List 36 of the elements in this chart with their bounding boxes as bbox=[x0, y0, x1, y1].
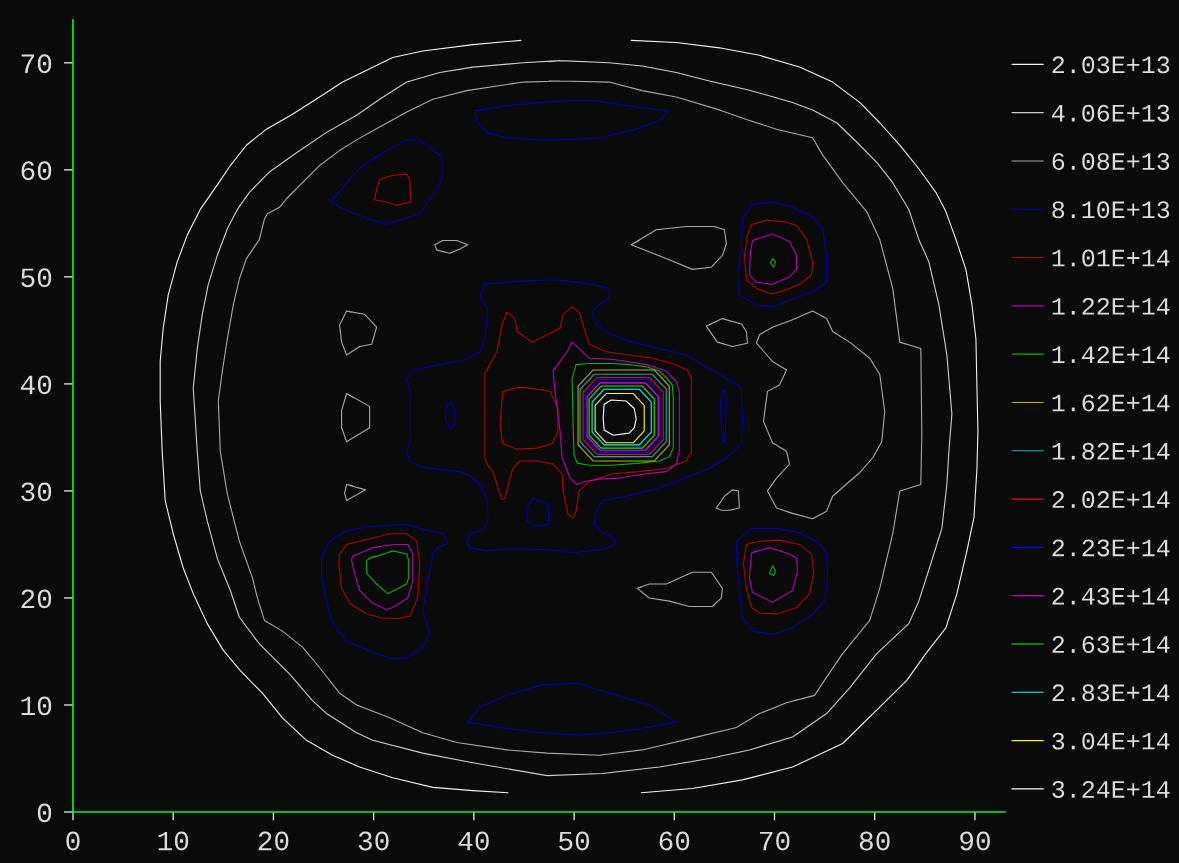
legend-label: 3.04E+14 bbox=[1052, 732, 1170, 750]
x-tick-label: 90 bbox=[960, 831, 990, 851]
legend-label: 1.62E+14 bbox=[1052, 394, 1170, 412]
x-tick-label: 70 bbox=[759, 831, 790, 851]
x-tick-label: 10 bbox=[158, 831, 189, 851]
x-tick-label: 50 bbox=[559, 831, 590, 851]
y-tick-label: 40 bbox=[20, 375, 52, 395]
legend-label: 8.10E+13 bbox=[1052, 201, 1170, 219]
x-tick-label: 80 bbox=[859, 831, 890, 851]
legend-label: 1.22E+14 bbox=[1052, 297, 1170, 315]
y-tick-label: 10 bbox=[21, 696, 52, 716]
legend-label: 4.06E+13 bbox=[1052, 104, 1170, 122]
x-tick-label: 60 bbox=[659, 831, 690, 851]
legend-label: 2.02E+14 bbox=[1052, 491, 1170, 509]
line-series bbox=[594, 392, 645, 444]
legend-label: 2.63E+14 bbox=[1052, 636, 1170, 653]
y-tick-label: 50 bbox=[21, 268, 52, 288]
x-tick-label: 40 bbox=[458, 831, 489, 851]
legend-label: 3.24E+14 bbox=[1052, 780, 1170, 798]
legend-label: 2.43E+14 bbox=[1052, 587, 1170, 605]
legend-label: 2.23E+14 bbox=[1052, 539, 1170, 557]
legend-label: 1.01E+14 bbox=[1052, 249, 1170, 267]
y-tick-label: 70 bbox=[21, 54, 52, 74]
legend-label: 1.42E+14 bbox=[1052, 346, 1170, 363]
legend-label: 6.08E+13 bbox=[1052, 152, 1170, 170]
legend-label: 2.83E+14 bbox=[1052, 684, 1170, 702]
legend-label: 1.82E+14 bbox=[1052, 442, 1170, 460]
y-tick-label: 20 bbox=[21, 589, 52, 609]
x-tick-label: 20 bbox=[258, 831, 289, 851]
y-tick-label: 30 bbox=[21, 482, 52, 502]
x-tick-label: 30 bbox=[358, 831, 389, 851]
y-tick-label: 60 bbox=[21, 161, 52, 181]
line-series bbox=[602, 399, 637, 436]
legend-label: 2.03E+13 bbox=[1052, 56, 1170, 74]
x-tick-label: 0 bbox=[66, 831, 80, 851]
y-tick-label: 0 bbox=[37, 803, 52, 823]
